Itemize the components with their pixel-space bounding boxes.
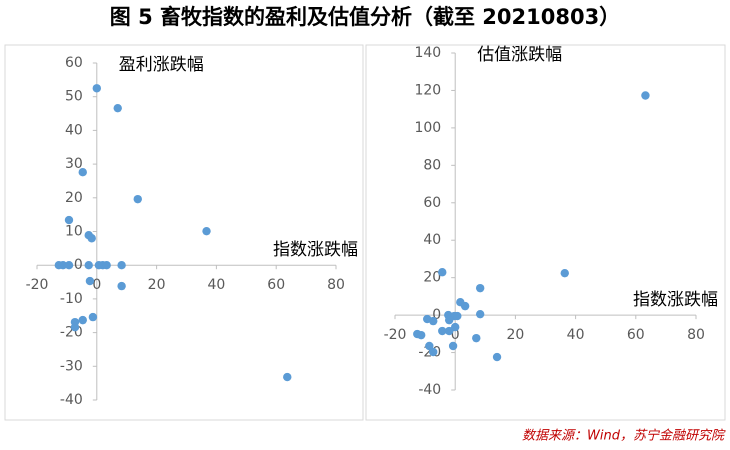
source: 数据来源：Wind，苏宁金融研究院 (522, 428, 726, 444)
y-tick-label: 10 (65, 224, 83, 240)
y-axis-title: 盈利涨跌幅 (119, 55, 204, 75)
x-tick-label: 20 (148, 277, 166, 293)
point (92, 84, 102, 93)
x-tick-label: 60 (267, 277, 285, 293)
point (113, 103, 122, 113)
point (451, 322, 460, 332)
point (64, 215, 74, 225)
title: 图 5 畜牧指数的盈利及估值分析（截至 20210803） (110, 5, 620, 29)
point (460, 301, 470, 311)
point (438, 268, 447, 277)
point (475, 283, 485, 293)
y-tick-label: 40 (423, 232, 441, 248)
x-tick-label: 60 (627, 327, 645, 343)
x-tick-label: 0 (92, 277, 101, 293)
point (85, 276, 95, 286)
point (492, 352, 502, 362)
point (641, 91, 650, 100)
point (429, 347, 438, 357)
y-axis-title: 估值涨跌幅 (477, 45, 562, 65)
point (102, 261, 111, 270)
panel-frame (4, 44, 364, 421)
point (444, 315, 454, 325)
y-tick-label: 0 (74, 257, 83, 273)
y-tick-label: 120 (414, 82, 441, 98)
point (133, 194, 142, 204)
point (438, 326, 447, 336)
x-tick-label: -20 (26, 277, 49, 293)
y-tick-label: -40 (60, 392, 83, 408)
x-tick-label: 20 (506, 327, 524, 343)
y-tick-label: 50 (65, 89, 83, 105)
y-tick-label: 30 (65, 156, 83, 172)
point (444, 326, 454, 336)
point (283, 372, 292, 382)
y-tick-label: 20 (65, 190, 83, 206)
point (560, 268, 569, 278)
point (448, 341, 458, 351)
point (84, 261, 93, 270)
point (117, 261, 126, 270)
point (70, 323, 80, 332)
x-tick-label: 0 (451, 327, 460, 343)
x-tick-label: 80 (687, 327, 705, 343)
y-tick-label: 20 (423, 270, 441, 286)
y-tick-label: 0 (432, 307, 441, 323)
x-tick-label: 40 (567, 327, 585, 343)
point (475, 309, 485, 319)
panel-frame (365, 44, 726, 421)
point (78, 167, 87, 177)
y-tick-label: 140 (414, 45, 441, 61)
point (453, 311, 462, 321)
x-tick-label: 40 (207, 277, 225, 293)
point (64, 261, 74, 270)
y-tick-label: -40 (418, 382, 441, 398)
point (425, 341, 434, 351)
y-tick-label: 100 (414, 120, 441, 136)
y-tick-label: 60 (65, 55, 83, 71)
x-axis-title: 指数涨跌幅 (273, 240, 358, 260)
x-axis-title: 指数涨跌幅 (633, 290, 718, 310)
y-tick-label: 60 (423, 195, 441, 211)
point (472, 333, 481, 343)
point (416, 330, 426, 340)
point (87, 234, 96, 243)
x-tick-label: 80 (327, 277, 345, 293)
point (117, 281, 126, 291)
point (88, 312, 98, 322)
point (78, 315, 87, 325)
y-tick-label: 40 (65, 122, 83, 138)
point (202, 226, 211, 236)
y-tick-label: -10 (60, 291, 83, 307)
point (429, 316, 438, 326)
y-tick-label: 80 (423, 157, 441, 173)
x-tick-label: -20 (384, 327, 407, 343)
point (58, 261, 68, 270)
y-tick-label: -30 (60, 358, 83, 374)
